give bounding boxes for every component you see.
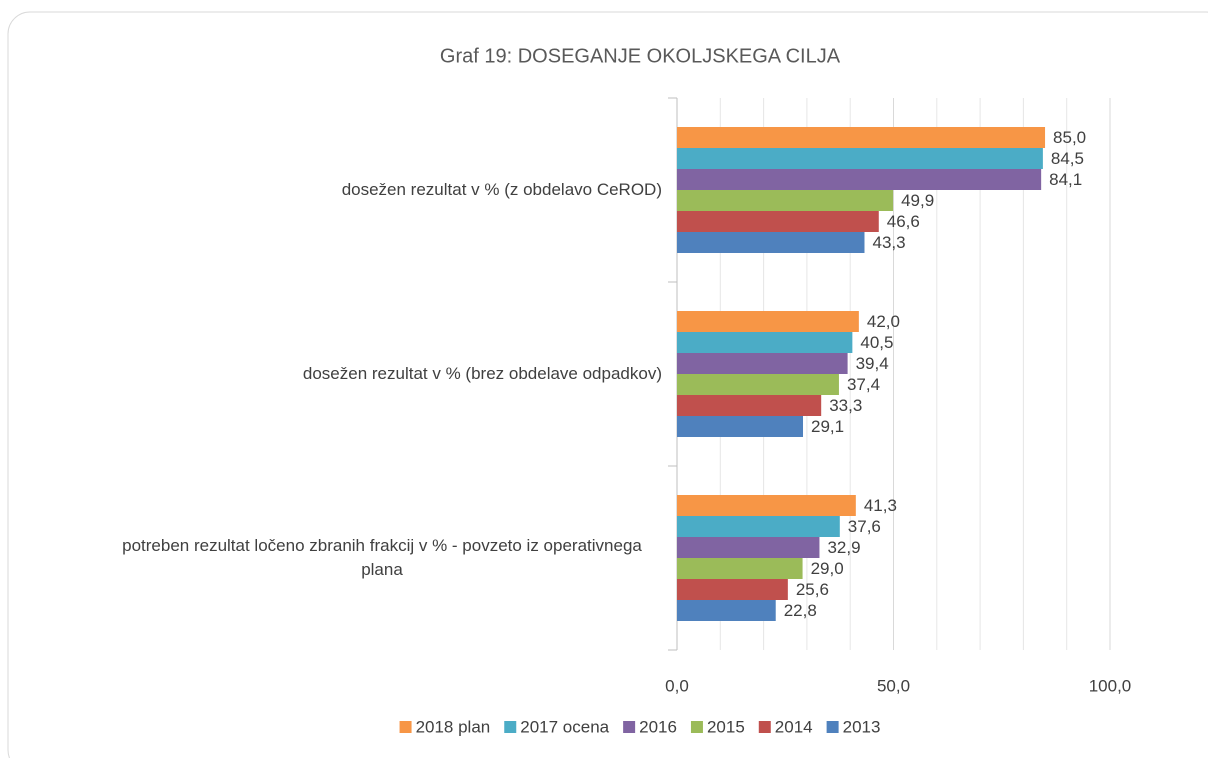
data-label: 25,6 bbox=[796, 580, 829, 599]
bar bbox=[677, 558, 803, 579]
bar bbox=[677, 190, 894, 211]
x-tick-label: 0,0 bbox=[665, 676, 689, 695]
data-label: 42,0 bbox=[867, 312, 900, 331]
legend-label: 2018 plan bbox=[416, 717, 491, 736]
bar bbox=[677, 416, 804, 437]
bar bbox=[677, 516, 840, 537]
data-label: 39,4 bbox=[856, 354, 889, 373]
data-label: 37,6 bbox=[848, 517, 881, 536]
data-label: 41,3 bbox=[864, 496, 897, 515]
legend-swatch bbox=[826, 721, 839, 733]
legend-swatch bbox=[399, 721, 412, 733]
bar bbox=[677, 311, 859, 332]
category-label-box: dosežen rezultat v % (brez obdelave odpa… bbox=[62, 282, 662, 466]
bar bbox=[677, 211, 879, 232]
bar bbox=[677, 169, 1042, 190]
data-label: 37,4 bbox=[847, 375, 880, 394]
data-label: 85,0 bbox=[1053, 128, 1086, 147]
chart-title: Graf 19: DOSEGANJE OKOLJSKEGA CILJA bbox=[440, 45, 841, 67]
bar bbox=[677, 395, 822, 416]
category-label-box: potreben rezultat ločeno zbranih frakcij… bbox=[62, 466, 662, 650]
legend-label: 2014 bbox=[775, 717, 813, 736]
bar bbox=[677, 600, 776, 621]
bar bbox=[677, 353, 848, 374]
chart-border bbox=[7, 11, 1208, 758]
bar bbox=[677, 232, 865, 253]
legend-label: 2017 ocena bbox=[520, 717, 609, 736]
legend-swatch bbox=[690, 721, 703, 733]
category-label-box: dosežen rezultat v % (z obdelavo CeROD) bbox=[62, 98, 662, 282]
bar bbox=[677, 127, 1046, 148]
data-label: 29,0 bbox=[811, 559, 844, 578]
legend-label: 2015 bbox=[707, 717, 745, 736]
data-label: 84,1 bbox=[1049, 170, 1082, 189]
legend-swatch bbox=[758, 721, 771, 733]
data-label: 46,6 bbox=[887, 212, 920, 231]
bar bbox=[677, 495, 856, 516]
data-label: 43,3 bbox=[872, 233, 905, 252]
y-tick-label: potreben rezultat ločeno zbranih frakcij… bbox=[122, 536, 642, 579]
data-label: 84,5 bbox=[1051, 149, 1084, 168]
y-tick-label: dosežen rezultat v % (brez obdelave odpa… bbox=[302, 364, 662, 383]
data-label: 29,1 bbox=[811, 417, 844, 436]
bar bbox=[677, 374, 839, 395]
x-tick-label: 50,0 bbox=[877, 676, 910, 695]
data-label: 40,5 bbox=[860, 333, 893, 352]
legend-label: 2016 bbox=[639, 717, 677, 736]
y-tick-label: dosežen rezultat v % (z obdelavo CeROD) bbox=[341, 180, 662, 199]
bar bbox=[677, 148, 1043, 169]
bar bbox=[677, 332, 853, 353]
data-label: 33,3 bbox=[829, 396, 862, 415]
bar bbox=[677, 579, 788, 600]
legend-swatch bbox=[623, 721, 636, 733]
bar bbox=[677, 537, 820, 558]
data-label: 49,9 bbox=[901, 191, 934, 210]
data-label: 32,9 bbox=[827, 538, 860, 557]
data-label: 22,8 bbox=[784, 601, 817, 620]
legend-label: 2013 bbox=[843, 717, 881, 736]
legend-swatch bbox=[504, 721, 517, 733]
x-tick-label: 100,0 bbox=[1089, 676, 1132, 695]
